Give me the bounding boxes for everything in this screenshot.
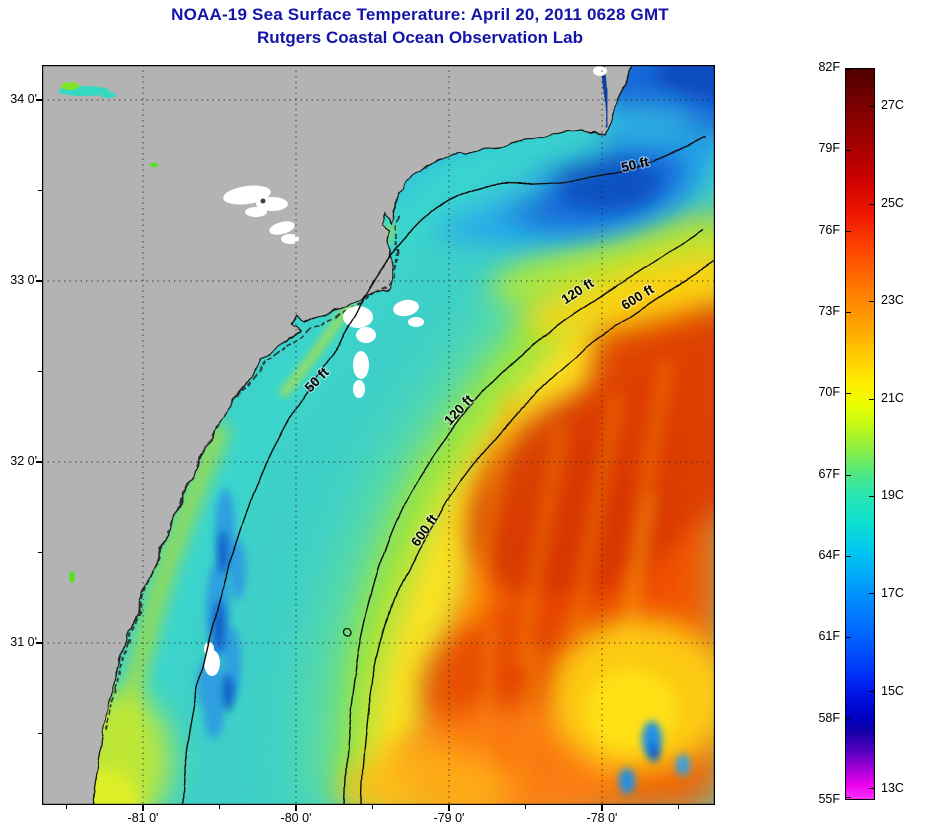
tick-mark-minor bbox=[372, 805, 373, 809]
colorbar-tick bbox=[869, 399, 874, 400]
tick-mark-minor bbox=[38, 552, 42, 553]
cb-c-15: 15C bbox=[881, 684, 904, 698]
barrier-islands bbox=[105, 216, 399, 734]
colorbar-tick bbox=[869, 106, 874, 107]
colorbar-tick bbox=[869, 496, 874, 497]
cb-f-58: 58F bbox=[818, 711, 840, 725]
tick-mark bbox=[142, 805, 144, 811]
colorbar-tick bbox=[869, 204, 874, 205]
colorbar-gradient bbox=[846, 69, 874, 799]
colorbar-tick bbox=[846, 475, 851, 476]
figure-subtitle: Rutgers Coastal Ocean Observation Lab bbox=[257, 28, 583, 47]
tick-mark-minor bbox=[38, 190, 42, 191]
cb-f-67: 67F bbox=[818, 467, 840, 481]
cb-c-23: 23C bbox=[881, 293, 904, 307]
colorbar-tick bbox=[869, 593, 874, 594]
tick-mark bbox=[295, 805, 297, 811]
cb-f-64: 64F bbox=[818, 548, 840, 562]
tick-mark-minor bbox=[678, 805, 679, 809]
cb-f-73: 73F bbox=[818, 304, 840, 318]
colorbar-tick bbox=[846, 69, 851, 70]
y-tick-33: 33 0' bbox=[10, 273, 37, 287]
x-tick--81: -81 0' bbox=[127, 811, 159, 825]
land-data-flecks bbox=[58, 82, 158, 583]
cb-f-61: 61F bbox=[818, 629, 840, 643]
colorbar-tick bbox=[869, 788, 874, 789]
y-tick-32: 32 0' bbox=[10, 454, 37, 468]
cb-f-82: 82F bbox=[818, 60, 840, 74]
colorbar-tick bbox=[846, 150, 851, 151]
colorbar-tick bbox=[846, 637, 851, 638]
tick-mark-minor bbox=[525, 805, 526, 809]
figure-title: NOAA-19 Sea Surface Temperature: April 2… bbox=[171, 5, 669, 24]
tick-mark bbox=[36, 461, 42, 463]
cb-f-55: 55F bbox=[818, 792, 840, 806]
cb-f-70: 70F bbox=[818, 385, 840, 399]
y-tick-34: 34 0' bbox=[10, 92, 37, 106]
colorbar-tick bbox=[869, 691, 874, 692]
tick-mark bbox=[36, 280, 42, 282]
cb-f-79: 79F bbox=[818, 141, 840, 155]
cb-c-27: 27C bbox=[881, 98, 904, 112]
colorbar-tick bbox=[846, 312, 851, 313]
contour-50ft bbox=[181, 136, 708, 805]
tick-mark-minor bbox=[38, 371, 42, 372]
cloud-mask bbox=[204, 66, 607, 676]
plot-border bbox=[42, 65, 715, 805]
cb-c-13: 13C bbox=[881, 781, 904, 795]
colorbar-tick bbox=[846, 393, 851, 394]
contour-600ft bbox=[361, 260, 715, 805]
tick-mark bbox=[448, 805, 450, 811]
cape-fear-river bbox=[601, 65, 609, 128]
colorbar-tick bbox=[869, 301, 874, 302]
tick-mark bbox=[36, 99, 42, 101]
depth-contours bbox=[181, 136, 715, 805]
colorbar-tick bbox=[846, 231, 851, 232]
cb-c-25: 25C bbox=[881, 196, 904, 210]
colorbar-tick bbox=[846, 718, 851, 719]
contour-marker bbox=[343, 628, 353, 638]
graticule bbox=[42, 65, 715, 805]
y-tick-31: 31 0' bbox=[10, 635, 37, 649]
tick-mark-minor bbox=[66, 805, 67, 809]
tick-mark-minor bbox=[38, 733, 42, 734]
contour-120ft bbox=[344, 229, 703, 805]
x-tick--80: -80 0' bbox=[280, 811, 312, 825]
tick-mark-minor bbox=[219, 805, 220, 809]
colorbar-tick bbox=[846, 797, 851, 798]
cb-f-76: 76F bbox=[818, 223, 840, 237]
colorbar bbox=[845, 68, 875, 800]
sst-map: 50 ft 50 ft 120 ft 120 ft 600 ft 600 ft bbox=[42, 65, 715, 805]
colorbar-tick bbox=[846, 556, 851, 557]
cb-c-21: 21C bbox=[881, 391, 904, 405]
x-tick--78: -78 0' bbox=[586, 811, 618, 825]
tick-mark bbox=[601, 805, 603, 811]
cb-c-19: 19C bbox=[881, 488, 904, 502]
tick-mark bbox=[36, 642, 42, 644]
x-tick--79: -79 0' bbox=[433, 811, 465, 825]
land-mass bbox=[42, 65, 633, 805]
cb-c-17: 17C bbox=[881, 586, 904, 600]
